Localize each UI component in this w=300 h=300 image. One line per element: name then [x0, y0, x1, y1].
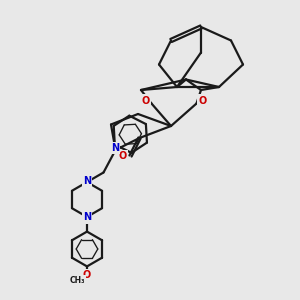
Text: O: O	[83, 270, 91, 280]
Text: N: N	[111, 142, 119, 153]
Text: CH₃: CH₃	[70, 276, 85, 285]
Text: O: O	[119, 151, 127, 161]
Text: O: O	[142, 95, 150, 106]
Text: N: N	[83, 212, 91, 223]
Text: N: N	[83, 176, 91, 187]
Text: O: O	[198, 95, 207, 106]
